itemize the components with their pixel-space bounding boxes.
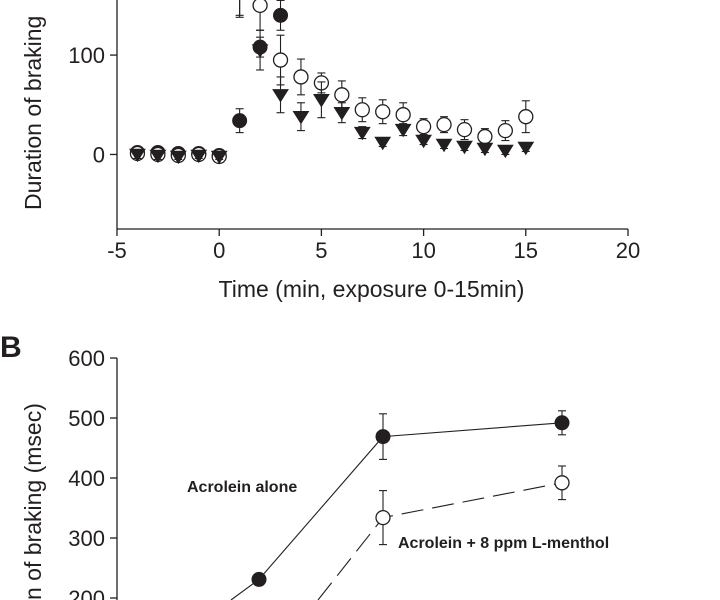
data-point	[435, 138, 453, 153]
data-point	[476, 142, 494, 157]
data-point	[334, 87, 350, 103]
data-point	[252, 0, 268, 14]
data-point	[415, 134, 433, 149]
x-axis-title: Time (min, exposure 0-15min)	[219, 276, 525, 302]
data-point	[354, 102, 370, 118]
data-point	[232, 113, 248, 129]
y-tick-label: 100	[68, 43, 105, 68]
data-point	[272, 89, 289, 103]
x-tick-label: 20	[616, 238, 640, 263]
data-point	[210, 150, 228, 165]
data-point	[496, 144, 514, 159]
series-2	[129, 0, 535, 165]
data-point	[456, 121, 473, 138]
data-point	[273, 7, 289, 23]
data-point	[292, 110, 310, 125]
series-1	[129, 0, 534, 165]
data-point	[149, 149, 167, 164]
data-point	[554, 475, 570, 491]
x-tick-label: -5	[107, 238, 127, 263]
series-acrolein-menthol	[317, 465, 570, 600]
data-point	[375, 509, 391, 526]
y-tick-label: 0	[93, 142, 105, 167]
data-point	[333, 106, 351, 121]
data-point	[190, 149, 208, 164]
panel-a-chart: -5051015200100200Time (min, exposure 0-1…	[20, 0, 640, 302]
data-point	[554, 415, 570, 431]
data-point	[394, 123, 412, 138]
data-point	[497, 122, 514, 139]
data-point	[353, 126, 371, 141]
series-0	[129, 0, 289, 163]
data-point	[477, 128, 493, 145]
data-point	[375, 104, 391, 120]
data-point	[312, 94, 330, 108]
data-point	[251, 571, 267, 587]
y-tick-label: 300	[68, 526, 105, 551]
y-axis-title: Duration of braking	[20, 16, 46, 210]
y-tick-label: 200	[68, 586, 105, 600]
data-point	[293, 69, 309, 85]
data-point	[456, 140, 473, 155]
series-label-acrolein-menthol: Acrolein + 8 ppm L-menthol	[398, 535, 609, 552]
data-point	[251, 44, 269, 58]
series-label-acrolein-alone: Acrolein alone	[187, 479, 297, 496]
series-acrolein-alone	[230, 410, 570, 600]
x-tick-label: 10	[411, 238, 435, 263]
series-line	[230, 422, 563, 600]
y-axis-title: n of braking (msec)	[20, 403, 46, 600]
data-point	[129, 148, 146, 163]
data-point	[375, 429, 391, 445]
y-tick-label: 600	[68, 346, 105, 371]
data-point	[518, 109, 534, 125]
data-point	[517, 141, 535, 156]
data-point	[374, 136, 392, 151]
data-point	[272, 52, 289, 68]
x-tick-label: 15	[514, 238, 538, 263]
x-tick-label: 0	[213, 238, 225, 263]
panel-label-b: B	[0, 331, 22, 364]
data-point	[169, 150, 187, 165]
data-point	[436, 116, 452, 133]
x-tick-label: 5	[315, 238, 327, 263]
panel-b-chart: B 200 300 400 500 600 n of braking (msec) Acrol…	[0, 331, 609, 600]
y-tick-label: 500	[68, 406, 105, 431]
data-point	[395, 107, 411, 123]
data-point	[415, 118, 432, 135]
y-tick-label: 400	[68, 466, 105, 491]
